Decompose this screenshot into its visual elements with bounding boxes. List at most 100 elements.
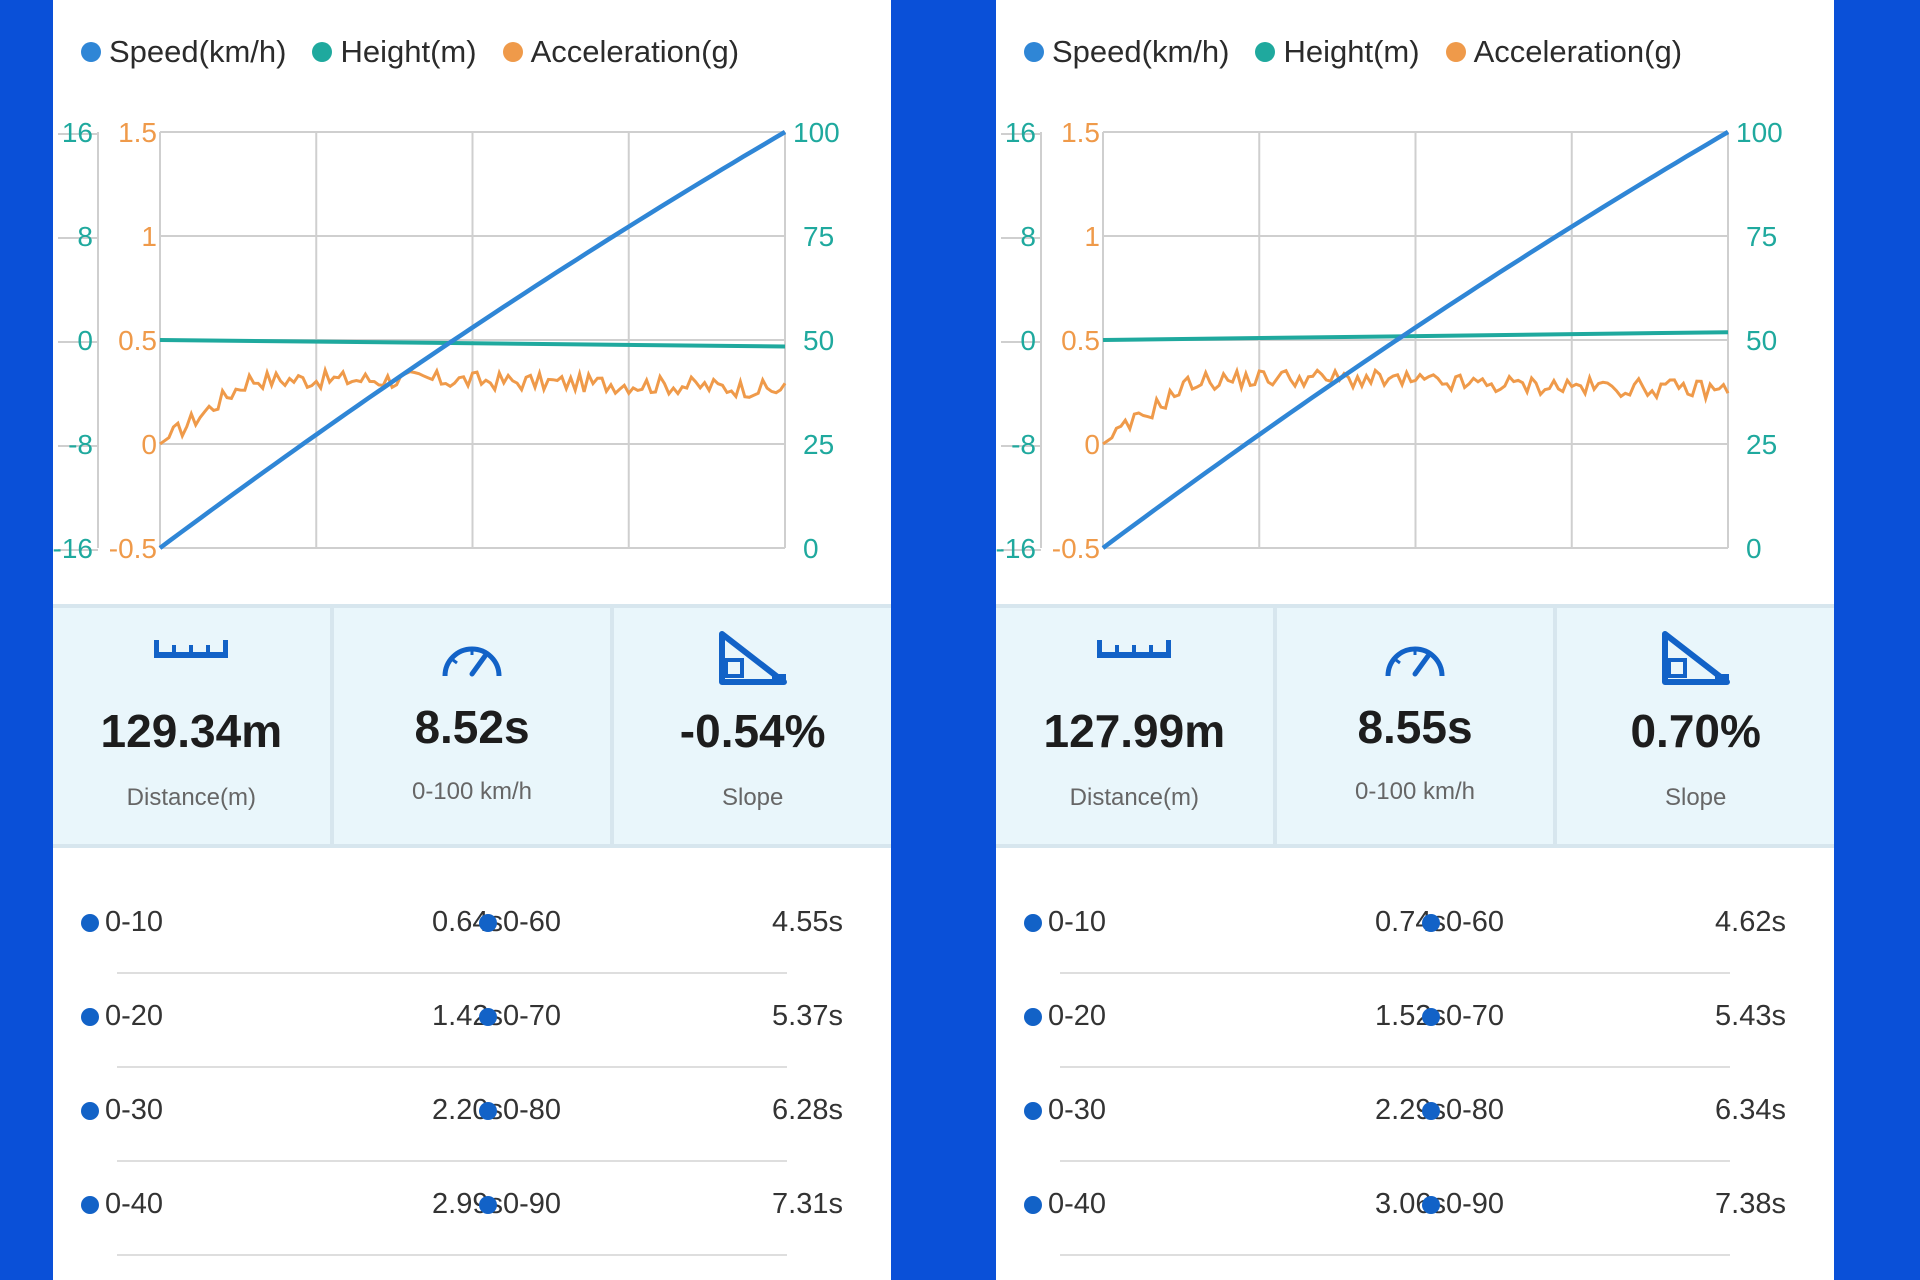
stat-distance: 129.34m Distance(m) [53, 608, 334, 844]
bullet-icon [479, 1101, 497, 1120]
tick-label-speed: 50 [1746, 325, 1777, 356]
time-label: 0-100 km/h [411, 778, 533, 805]
stats-bar: 127.99m Distance(m) 8.55s 0-100 km/h 0.7… [996, 604, 1834, 848]
bullet-icon [479, 1007, 497, 1026]
tick-label-accel: 1 [141, 221, 157, 252]
legend-acceleration: Acceleration(g) [502, 34, 739, 70]
stat-distance: 127.99m Distance(m) [996, 608, 1277, 844]
acceleration-dot-icon [502, 42, 523, 62]
stat-slope: 0.70% Slope [1557, 608, 1834, 844]
tick-label-accel: -0.5 [109, 533, 157, 560]
tick-label-height: -8 [1011, 429, 1036, 460]
split-times-table: 0-10 0.64s 0-60 4.55s 0-20 1.42s 0-70 5.… [53, 880, 891, 1256]
tick-label-speed: 100 [1736, 117, 1783, 148]
bullet-icon [1422, 1101, 1440, 1120]
slope-icon [718, 631, 787, 685]
tick-label-accel: 0 [1084, 429, 1100, 460]
tick-label-speed: 25 [803, 429, 834, 460]
tick-label-height: -16 [53, 533, 93, 560]
tick-label-accel: 0 [141, 429, 157, 460]
tick-label-speed: 50 [803, 325, 834, 356]
slope-label: Slope [721, 784, 784, 811]
acceleration-chart: 16 1.5 100 8 1 75 0 0.5 50 -8 0 25 -16 -0.5 0 [996, 117, 1783, 560]
distance-value: 127.99m [1043, 705, 1226, 757]
bullet-icon [81, 1195, 99, 1214]
tick-label-speed: 0 [803, 533, 819, 560]
bullet-icon [1422, 913, 1440, 932]
stats-bar: 129.34m Distance(m) 8.52s 0-100 km/h -0.… [53, 604, 891, 848]
run-panel-right: Speed(km/h) Height(m) Acceleration(g) 16… [996, 0, 1834, 1280]
table-row: 0-20 1.52s 0-70 5.43s [996, 974, 1834, 1068]
tick-label-height: -16 [996, 533, 1036, 560]
tick-label-accel: 1.5 [118, 117, 157, 148]
acceleration-dot-icon [1445, 42, 1466, 62]
acceleration-chart: 16 1.5 100 8 1 75 0 0.5 50 -8 0 25 -16 -0.5 0 [53, 117, 840, 560]
tick-label-accel: 0.5 [118, 325, 157, 356]
legend-speed: Speed(km/h) [1024, 34, 1229, 70]
ruler-icon [154, 640, 229, 658]
distance-label: Distance(m) [126, 784, 257, 811]
tick-label-speed: 75 [1746, 221, 1777, 252]
acceleration-series-line [159, 365, 787, 446]
tick-label-accel: -0.5 [1052, 533, 1100, 560]
speed-series-line [158, 130, 787, 550]
tick-label-height: 0 [1020, 325, 1036, 356]
bullet-icon [1024, 913, 1042, 932]
table-row: 0-30 2.29s 0-80 6.34s [996, 1068, 1834, 1162]
time-value: 8.52s [414, 701, 530, 753]
split-times-table: 0-10 0.74s 0-60 4.62s 0-20 1.52s 0-70 5.… [996, 880, 1834, 1256]
chart-legend: Speed(km/h) Height(m) Acceleration(g) [81, 30, 739, 74]
legend-acceleration: Acceleration(g) [1445, 34, 1682, 70]
row-divider [1060, 1066, 1730, 1068]
speedometer-icon [1385, 646, 1445, 677]
bullet-icon [81, 1007, 99, 1026]
distance-value: 129.34m [100, 705, 283, 757]
slope-label: Slope [1664, 784, 1727, 811]
tick-label-height: 16 [62, 117, 93, 148]
tick-label-height: 16 [1005, 117, 1036, 148]
distance-label: Distance(m) [1069, 784, 1200, 811]
table-row: 0-10 0.64s 0-60 4.55s [53, 880, 891, 974]
bullet-icon [1422, 1195, 1440, 1214]
tick-label-speed: 0 [1746, 533, 1762, 560]
stat-slope: -0.54% Slope [614, 608, 891, 844]
tick-label-accel: 0.5 [1061, 325, 1100, 356]
row-divider [1060, 1254, 1730, 1256]
table-row: 0-20 1.42s 0-70 5.37s [53, 974, 891, 1068]
stat-time: 8.55s 0-100 km/h [1277, 608, 1558, 844]
tick-label-accel: 1.5 [1061, 117, 1100, 148]
row-divider [117, 1254, 787, 1256]
row-divider [1060, 1160, 1730, 1162]
stat-time: 8.52s 0-100 km/h [334, 608, 615, 844]
bullet-icon [1024, 1195, 1042, 1214]
table-row: 0-10 0.74s 0-60 4.62s [996, 880, 1834, 974]
speed-dot-icon [1024, 42, 1044, 62]
run-panel-left: Speed(km/h) Height(m) Acceleration(g) 16… [53, 0, 891, 1280]
slope-value: -0.54% [679, 705, 826, 757]
tick-label-height: -8 [68, 429, 93, 460]
tick-label-accel: 1 [1084, 221, 1100, 252]
height-dot-icon [1255, 42, 1276, 62]
height-dot-icon [312, 42, 333, 62]
bullet-icon [479, 1195, 497, 1214]
acceleration-series-line [1102, 366, 1730, 446]
speed-dot-icon [81, 42, 101, 62]
legend-height: Height(m) [312, 34, 477, 70]
row-divider [117, 972, 787, 974]
table-row: 0-30 2.20s 0-80 6.28s [53, 1068, 891, 1162]
ruler-icon [1097, 640, 1172, 658]
time-label: 0-100 km/h [1354, 778, 1476, 805]
table-row: 0-40 2.99s 0-90 7.31s [53, 1162, 891, 1256]
bullet-icon [1422, 1007, 1440, 1026]
height-series-line [1102, 330, 1729, 342]
tick-label-speed: 75 [803, 221, 834, 252]
row-divider [1060, 972, 1730, 974]
table-row: 0-40 3.06s 0-90 7.38s [996, 1162, 1834, 1256]
tick-label-speed: 25 [1746, 429, 1777, 460]
row-divider [117, 1066, 787, 1068]
slope-icon [1661, 631, 1730, 685]
speed-series-line [1101, 130, 1730, 550]
bullet-icon [479, 913, 497, 932]
tick-label-height: 8 [1020, 221, 1036, 252]
slope-value: 0.70% [1630, 705, 1761, 757]
